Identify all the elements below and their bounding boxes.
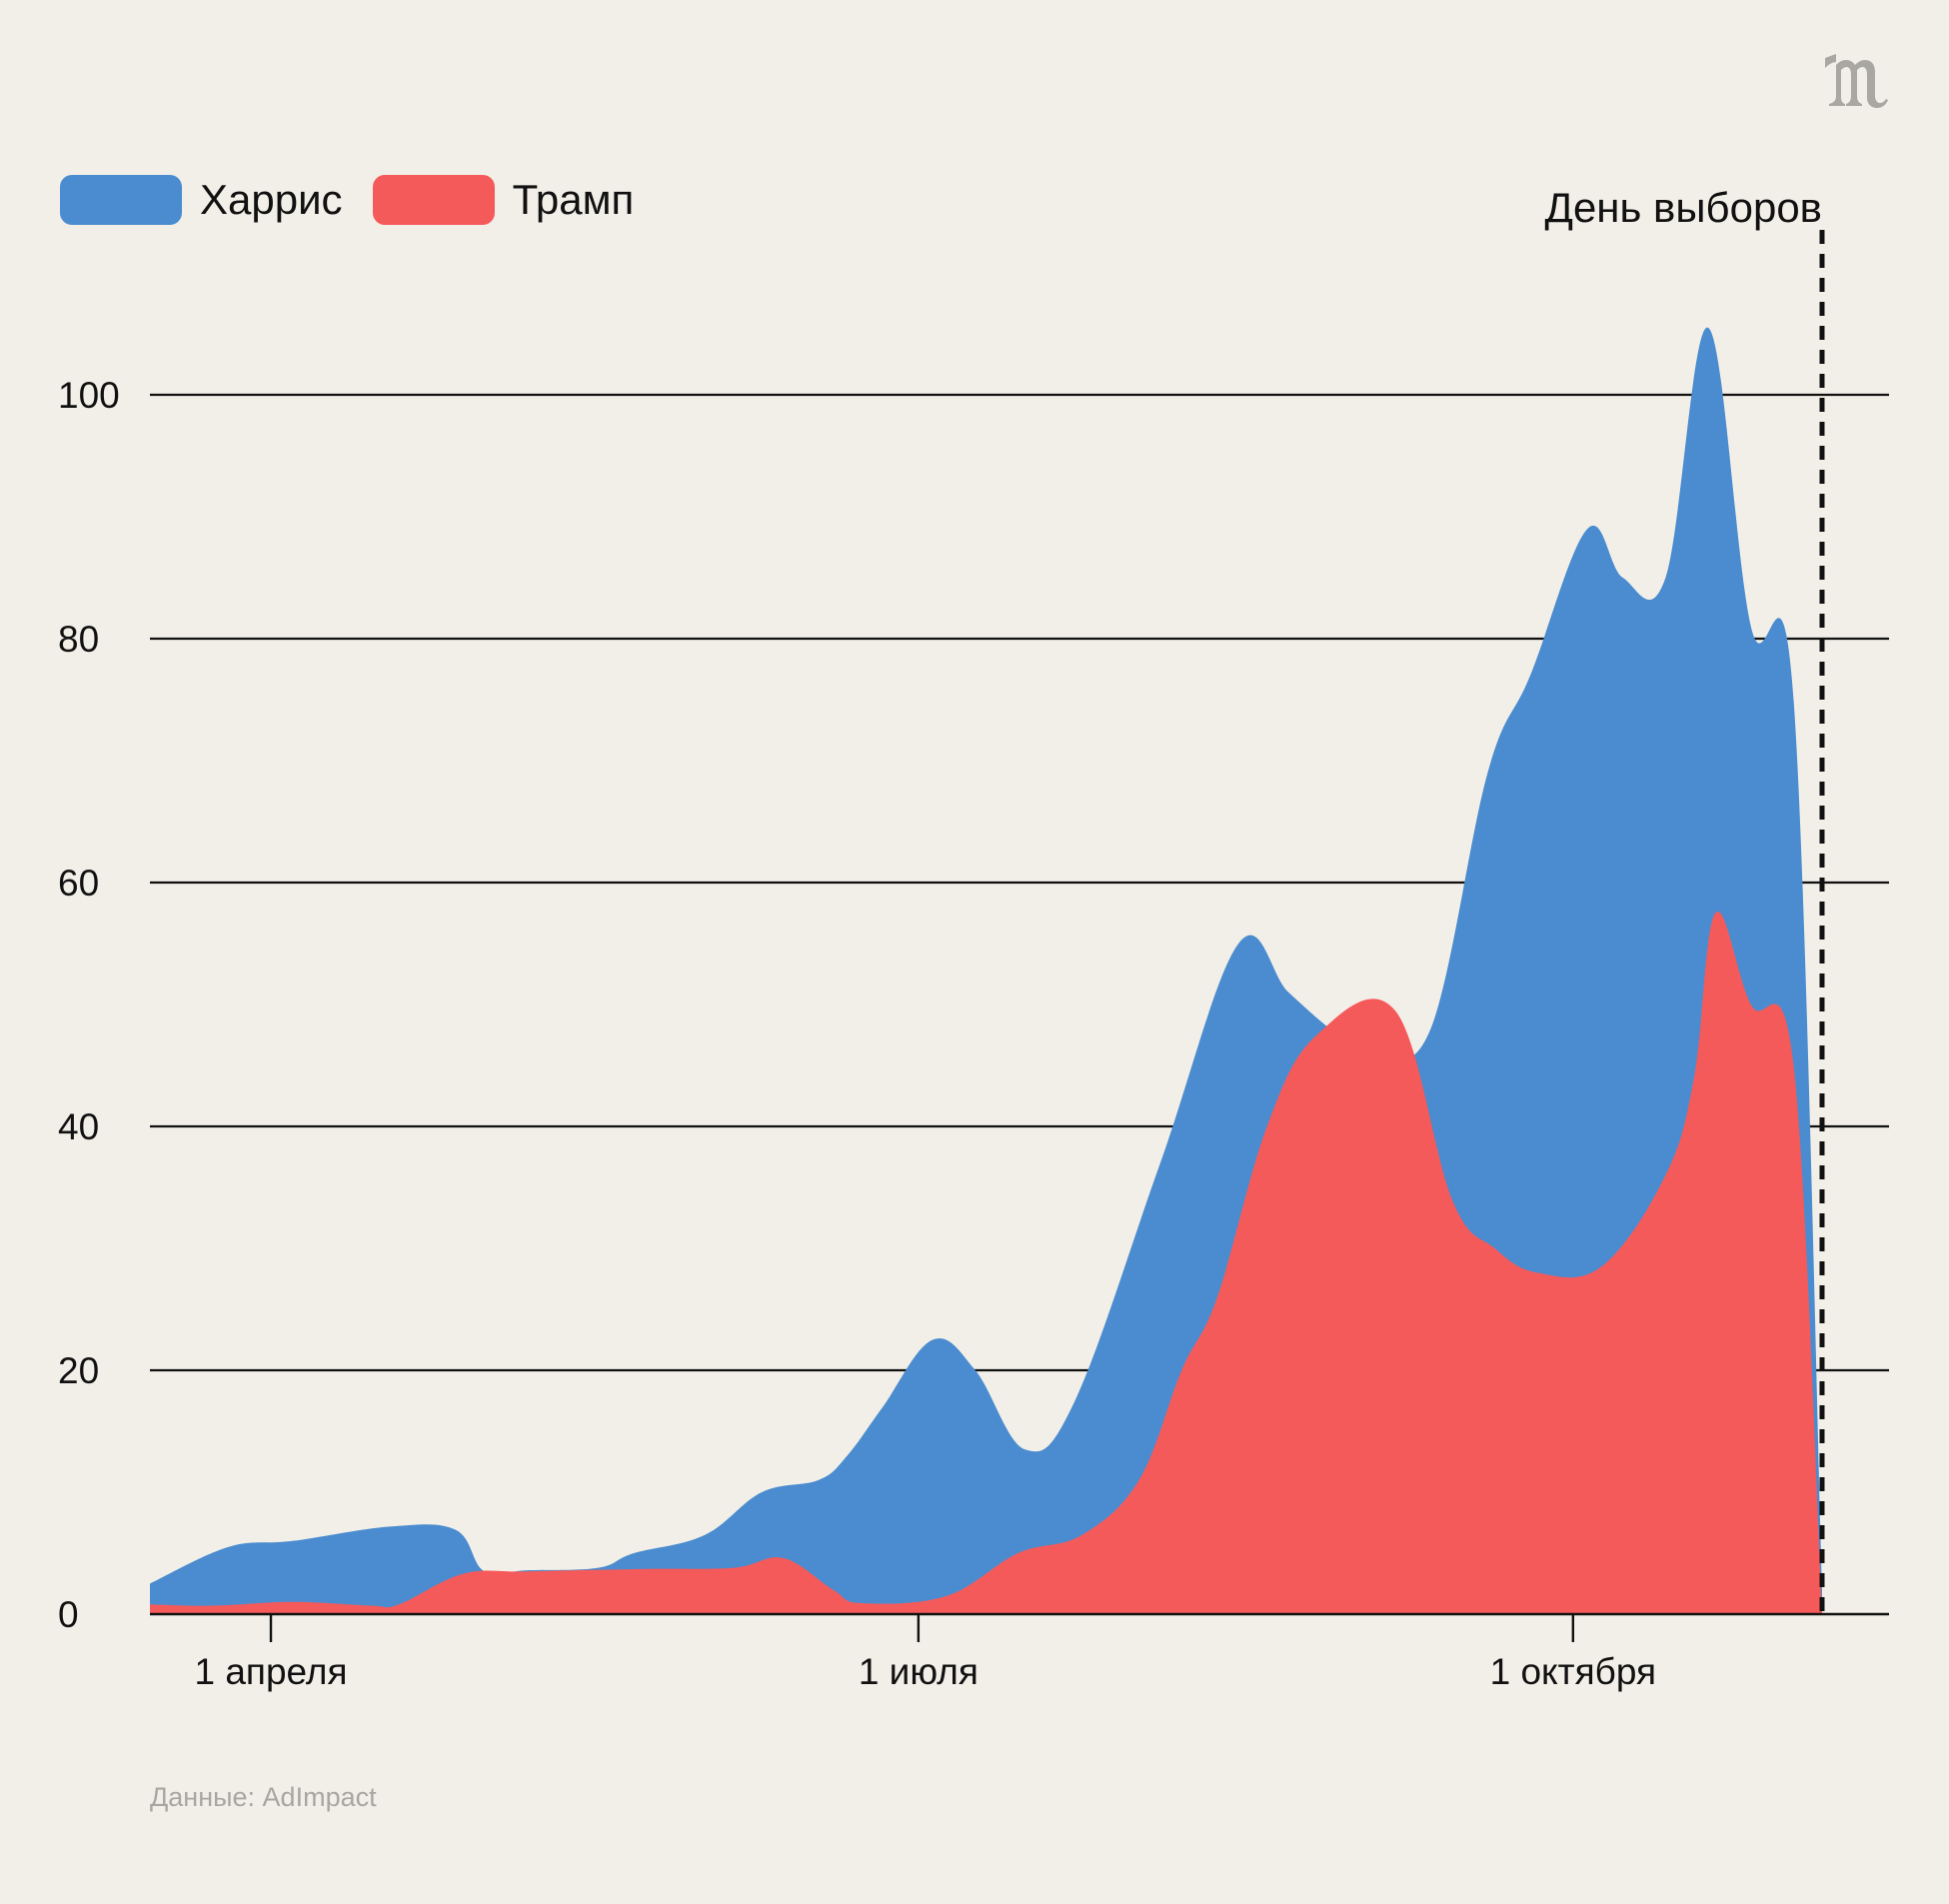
y-tick-label-80: 80 bbox=[58, 619, 99, 660]
y-axis-tick-labels: 0 20 40 60 80 100 bbox=[58, 375, 120, 1635]
x-axis: 1 апреля 1 июля 1 октября bbox=[150, 1612, 1889, 1692]
area-trump bbox=[150, 911, 1822, 1614]
legend-item-harris: Харрис bbox=[60, 172, 343, 228]
meduza-m-logo bbox=[1825, 54, 1888, 108]
legend-swatch-harris bbox=[60, 175, 182, 225]
legend-label-trump: Трамп bbox=[512, 176, 635, 223]
series-areas bbox=[150, 327, 1822, 1615]
election-day-label: День выборов bbox=[1545, 184, 1823, 231]
legend-item-trump: Трамп bbox=[372, 172, 635, 228]
x-tick-label-1: 1 июля bbox=[859, 1651, 978, 1692]
y-tick-label-0: 0 bbox=[58, 1594, 79, 1635]
y-tick-label-100: 100 bbox=[58, 375, 120, 416]
y-tick-label-20: 20 bbox=[58, 1350, 99, 1391]
x-tick-label-0: 1 апреля bbox=[195, 1651, 348, 1692]
legend-label-harris: Харрис bbox=[200, 176, 343, 223]
x-tick-label-2: 1 октября bbox=[1490, 1651, 1656, 1692]
data-source-note: Данные: AdImpact bbox=[150, 1782, 377, 1812]
legend: Харрис Трамп bbox=[60, 172, 664, 228]
election-day-annotation: День выборов bbox=[1545, 184, 1825, 1614]
y-tick-label-40: 40 bbox=[58, 1106, 99, 1147]
legend-swatch-trump bbox=[372, 175, 495, 225]
y-tick-label-60: 60 bbox=[58, 863, 99, 904]
